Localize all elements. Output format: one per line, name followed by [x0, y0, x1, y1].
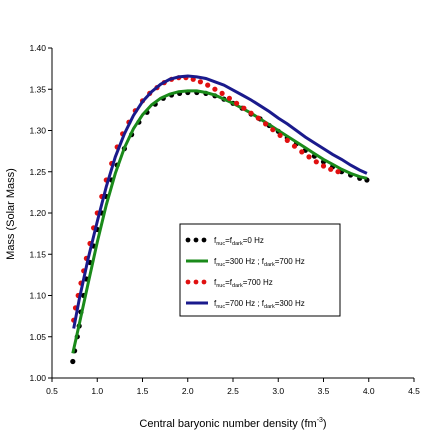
- y-axis-title: Mass (Solar Mass): [5, 168, 17, 260]
- legend-label-part: nuc: [216, 262, 225, 268]
- legend-label-s4: fnuc=700 Hz ; fdark=300 Hz: [214, 299, 305, 310]
- x-tick-label: 1.5: [137, 386, 149, 396]
- data-point-s3: [219, 90, 225, 96]
- data-point-s3: [197, 79, 203, 85]
- legend-label-s3: fnuc=fdark=700 Hz: [214, 278, 273, 289]
- data-point-s3: [306, 154, 312, 160]
- legend-label-part: f: [214, 278, 217, 287]
- data-point-s3: [212, 86, 218, 92]
- y-tick-label: 1.15: [29, 249, 46, 259]
- legend-swatch-dot-s1: [193, 237, 199, 243]
- y-tick-label: 1.25: [29, 167, 46, 177]
- series-line-s2: [71, 89, 368, 354]
- legend-label-part: =700 Hz: [275, 257, 305, 266]
- legend-label-part: =300 Hz ; f: [225, 257, 265, 266]
- data-point-s3: [335, 169, 341, 175]
- data-point-s3: [328, 166, 334, 172]
- series-line-s4: [72, 74, 368, 329]
- data-point-s3: [241, 105, 247, 111]
- legend-label-part: =300 Hz: [275, 299, 305, 308]
- data-point-s3: [284, 137, 290, 143]
- series-s2: [71, 89, 368, 354]
- legend-label-part: f: [214, 257, 217, 266]
- x-tick-label: 0.5: [46, 386, 58, 396]
- legend-label-part: f: [214, 236, 217, 245]
- legend-label-part: =f: [225, 278, 233, 287]
- x-tick-label: 3.5: [318, 386, 330, 396]
- x-tick-label: 2.5: [227, 386, 239, 396]
- legend-swatch-dot-s3: [201, 279, 207, 285]
- data-point-s3: [291, 143, 298, 149]
- legend-label-part: dark: [232, 283, 243, 289]
- x-tick-label: 4.5: [408, 386, 420, 396]
- y-tick-label: 1.35: [29, 84, 46, 94]
- y-tick-label: 1.40: [29, 43, 46, 53]
- data-point-s3: [277, 132, 283, 138]
- x-tick-label: 4.0: [363, 386, 375, 396]
- data-point-s3: [270, 127, 276, 133]
- legend-label-part: nuc: [216, 283, 225, 289]
- data-point-s3: [248, 110, 254, 116]
- data-point-s3: [226, 95, 232, 101]
- y-tick-label: 1.30: [29, 126, 46, 136]
- y-tick-label: 1.05: [29, 332, 46, 342]
- data-point-s3: [313, 159, 319, 165]
- series-layer: [70, 74, 370, 365]
- data-point-s3: [255, 115, 261, 121]
- legend-label-part: =700 Hz: [243, 278, 273, 287]
- y-tick-label: 1.20: [29, 208, 46, 218]
- data-point-s1: [70, 358, 76, 365]
- legend-label-part: dark: [264, 304, 275, 310]
- legend-swatch-dot-s3: [193, 279, 199, 285]
- legend-label-part: =0 Hz: [243, 236, 264, 245]
- series-s4: [72, 74, 368, 329]
- legend-label-s1: fnuc=fdark=0 Hz: [214, 236, 264, 247]
- legend-label-part: nuc: [216, 304, 225, 310]
- data-point-s3: [320, 163, 327, 169]
- legend-label-part: =f: [225, 236, 233, 245]
- y-tick-label: 1.00: [29, 373, 46, 383]
- x-axis-title: Central baryonic number density (fm-3): [139, 417, 326, 430]
- legend-label-part: dark: [232, 241, 243, 247]
- legend-swatch-dot-s1: [201, 237, 207, 243]
- legend-swatch-dot-s1: [185, 237, 191, 243]
- data-point-s3: [263, 121, 269, 127]
- legend-label-part: =700 Hz ; f: [225, 299, 265, 308]
- legend-label-s2: fnuc=300 Hz ; fdark=700 Hz: [214, 257, 305, 268]
- legend-label-part: nuc: [216, 241, 225, 247]
- data-point-s3: [234, 100, 240, 106]
- data-point-s3: [205, 82, 211, 88]
- legend-swatch-dot-s3: [185, 279, 191, 285]
- legend-box: [179, 223, 341, 317]
- data-point-s3: [299, 149, 305, 155]
- x-tick-label: 1.0: [91, 386, 103, 396]
- x-tick-label: 2.0: [182, 386, 194, 396]
- legend-label-part: dark: [264, 262, 275, 268]
- legend-label-part: f: [214, 299, 217, 308]
- x-tick-label: 3.0: [272, 386, 284, 396]
- y-tick-label: 1.10: [29, 291, 46, 301]
- axes-group: 0.5 1.0 1.5 2.0 2.5 3.0 3.5 4.0 4.5 1.00 1.05 1.10 1…: [29, 43, 420, 396]
